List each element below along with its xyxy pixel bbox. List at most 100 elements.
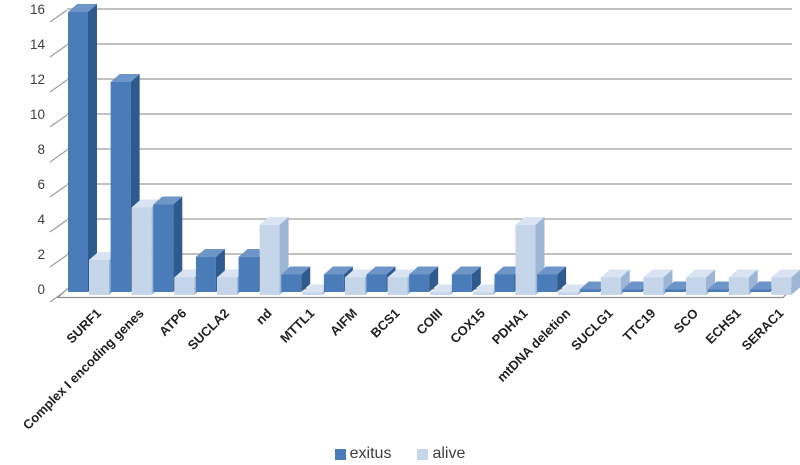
legend-label-exitus: exitus — [349, 445, 392, 462]
bar-front-alive — [131, 207, 152, 295]
y-axis-tick-label: 4 — [37, 212, 45, 227]
x-axis-category-label: BCS1 — [368, 306, 403, 341]
bar-front-exitus — [622, 289, 643, 292]
x-axis-category-label: SURF1 — [63, 306, 104, 347]
bar-front-exitus — [537, 274, 558, 292]
bar-top-alive — [515, 217, 545, 225]
bar-front-alive — [216, 277, 237, 295]
bar-front-exitus — [68, 12, 88, 292]
y-axis-tick-label: 16 — [30, 2, 45, 17]
bar-front-alive — [344, 277, 365, 295]
gridline-tick-connector — [49, 149, 68, 163]
gridline-tick-connector — [49, 254, 68, 268]
bar-front-alive — [387, 277, 408, 295]
x-axis-category-label: nd — [253, 305, 275, 327]
bar-side-exitus — [471, 266, 481, 292]
bar-top-exitus — [451, 266, 481, 275]
gridline-tick-connector — [49, 44, 68, 58]
x-axis-category-label: COIII — [413, 306, 445, 338]
bar-front-alive — [558, 292, 579, 295]
bar-front-exitus — [153, 204, 174, 292]
x-axis-category-label: mtDNA deletion — [494, 305, 573, 384]
bar-top-exitus — [537, 266, 567, 275]
bar-top-alive — [686, 269, 716, 278]
y-axis-tick-label: 2 — [37, 247, 45, 262]
bar-top-alive — [600, 269, 630, 278]
bar-front-alive — [89, 260, 109, 295]
bar-front-alive — [259, 225, 280, 295]
bar-front-alive — [430, 292, 451, 295]
x-axis-category-label: SUCLG1 — [568, 306, 616, 354]
x-axis-category-label: PDHA1 — [489, 306, 531, 348]
bar-front-alive — [302, 292, 323, 295]
bar-side-exitus — [88, 4, 97, 292]
bar-top-exitus — [195, 249, 225, 257]
bar-front-exitus — [665, 289, 686, 292]
bar-top-exitus — [110, 74, 140, 82]
x-axis-category-label: SUCLA2 — [185, 306, 232, 353]
bar-front-alive — [686, 277, 707, 295]
bar-front-exitus — [366, 274, 387, 292]
bar-top-alive — [728, 269, 758, 278]
x-axis-category-label: MTTL1 — [277, 306, 317, 346]
y-axis-tick-label: 8 — [37, 142, 45, 157]
bar-front-exitus — [494, 274, 515, 292]
bar-front-exitus — [579, 289, 600, 292]
bar-top-exitus — [153, 196, 183, 205]
bar-top-exitus — [281, 266, 311, 275]
bar-side-exitus — [301, 266, 311, 292]
bar-top-alive — [771, 269, 800, 278]
y-axis-tick-label: 12 — [30, 72, 45, 87]
bar-side-exitus — [557, 266, 567, 292]
bar-side-exitus — [429, 266, 439, 292]
bar-front-exitus — [323, 274, 344, 292]
y-axis-tick-label: 14 — [30, 37, 46, 52]
bar-top-exitus — [68, 4, 97, 12]
legend-label-alive: alive — [432, 445, 466, 462]
legend-item-alive: alive — [417, 445, 465, 463]
x-axis-category-label: AIFM — [327, 306, 360, 339]
bar-top-alive — [259, 217, 289, 225]
bar-side-exitus — [173, 196, 183, 292]
legend-item-exitus: exitus — [334, 445, 392, 463]
bar-top-alive — [643, 269, 673, 278]
bar-top-exitus — [409, 266, 439, 275]
legend-swatch-exitus — [334, 448, 346, 460]
gridline-tick-connector — [49, 184, 68, 198]
y-axis-tick-label: 0 — [37, 282, 45, 297]
bar-top-exitus — [323, 266, 353, 275]
bar-front-alive — [515, 225, 536, 295]
gridline-tick-connector — [49, 79, 68, 93]
x-axis-category-label: ATP6 — [156, 306, 189, 339]
bar-top-exitus — [366, 266, 396, 275]
bar-side-alive — [791, 269, 800, 295]
bar-front-alive — [728, 277, 749, 295]
gridline-tick-connector — [49, 9, 68, 23]
bar-front-exitus — [110, 82, 131, 292]
gridline-tick-connector — [49, 114, 68, 128]
y-axis-tick-label: 6 — [37, 177, 45, 192]
x-axis-category-label: COX15 — [447, 306, 488, 347]
x-axis-category-label: SERAC1 — [739, 306, 787, 354]
gridline-tick-connector — [49, 219, 68, 233]
y-axis-tick-label: 10 — [30, 107, 45, 122]
bar-front-alive — [174, 277, 195, 295]
bar-front-exitus — [409, 274, 430, 292]
x-axis-category-label: ECHS1 — [703, 306, 744, 347]
bar-front-exitus — [707, 289, 728, 292]
bar-front-alive — [472, 292, 493, 295]
x-axis-category-label: TTC19 — [620, 306, 659, 345]
bar-front-alive — [643, 277, 664, 295]
legend-swatch-alive — [417, 448, 429, 460]
x-axis-category-label: SCO — [671, 306, 702, 337]
bar-front-exitus — [451, 274, 472, 292]
bar-front-alive — [600, 277, 621, 295]
bar-front-exitus — [238, 257, 259, 292]
bar-front-exitus — [195, 257, 216, 292]
chart-legend: exitus alive — [0, 445, 800, 463]
bar-front-exitus — [281, 274, 302, 292]
bar-front-alive — [771, 277, 792, 295]
bar-front-exitus — [750, 289, 771, 292]
